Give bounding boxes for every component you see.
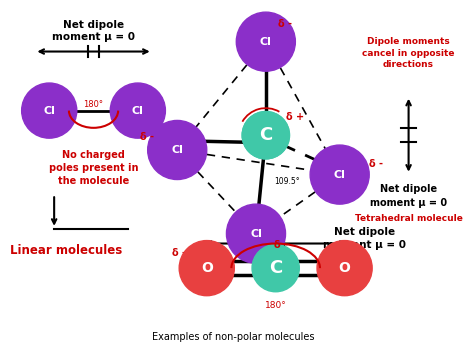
Text: δ +: δ + — [285, 112, 304, 122]
Circle shape — [227, 204, 285, 263]
Text: Tetrahedral molecule: Tetrahedral molecule — [355, 214, 463, 223]
Text: δ -: δ - — [172, 248, 186, 258]
Circle shape — [317, 240, 372, 296]
Circle shape — [237, 12, 295, 71]
Text: Examples of non-polar molecules: Examples of non-polar molecules — [152, 332, 315, 342]
Text: Cl: Cl — [250, 229, 262, 239]
Text: O: O — [201, 261, 213, 275]
Text: Cl: Cl — [43, 105, 55, 116]
Text: Cl: Cl — [260, 37, 272, 47]
Circle shape — [110, 83, 165, 138]
Text: moment μ = 0: moment μ = 0 — [52, 32, 135, 42]
Text: Cl: Cl — [171, 145, 183, 155]
Text: No charged
poles present in
the molecule: No charged poles present in the molecule — [49, 150, 138, 186]
Text: C: C — [259, 126, 273, 144]
Text: 109.5°: 109.5° — [273, 177, 299, 186]
Circle shape — [310, 145, 369, 204]
Text: δ -: δ - — [278, 19, 292, 29]
Text: δ -: δ - — [273, 240, 288, 251]
Text: δ -: δ - — [353, 248, 366, 258]
Circle shape — [242, 112, 290, 159]
Text: δ +: δ + — [266, 226, 284, 236]
Text: Net dipole
moment μ = 0: Net dipole moment μ = 0 — [323, 227, 406, 250]
Text: O: O — [338, 261, 351, 275]
Text: 180°: 180° — [83, 100, 103, 109]
Circle shape — [22, 83, 77, 138]
Text: Cl: Cl — [334, 170, 346, 180]
Text: Net dipole: Net dipole — [63, 20, 124, 30]
Text: Dipole moments
cancel in opposite
directions: Dipole moments cancel in opposite direct… — [362, 37, 455, 69]
Text: Net dipole
moment μ = 0: Net dipole moment μ = 0 — [370, 185, 447, 208]
Circle shape — [252, 245, 299, 292]
Text: δ -: δ - — [140, 132, 154, 142]
Text: Cl: Cl — [132, 105, 144, 116]
Circle shape — [148, 120, 207, 179]
Text: Linear molecules: Linear molecules — [10, 244, 122, 256]
Circle shape — [179, 240, 234, 296]
Circle shape — [242, 112, 290, 159]
Text: C: C — [259, 126, 273, 144]
Text: 180°: 180° — [265, 301, 287, 310]
Text: C: C — [269, 259, 283, 277]
Text: δ -: δ - — [369, 159, 383, 169]
